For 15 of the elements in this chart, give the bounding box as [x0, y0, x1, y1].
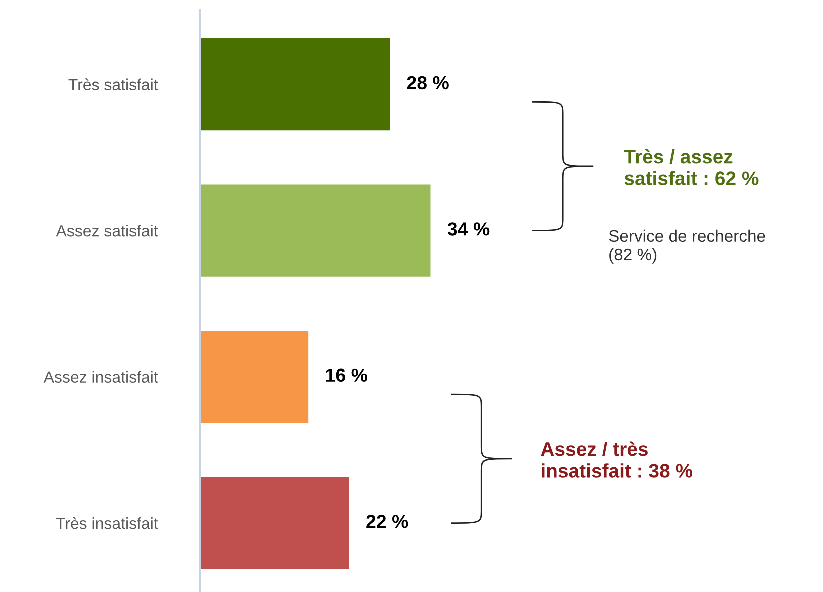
bar — [200, 184, 431, 277]
data-label: 28 % — [407, 76, 449, 90]
text: Service de recherche (82 %) — [609, 230, 766, 264]
y-tick-label: Assez satisfait — [56, 225, 158, 237]
text: Très / assez satisfait : 62 % — [624, 149, 759, 186]
bar — [200, 38, 390, 131]
bar — [200, 477, 350, 570]
y-tick-label: Très satisfait — [68, 78, 158, 91]
data-label: 22 % — [366, 515, 408, 528]
text: Assez / très insatisfait : 38 % — [541, 442, 693, 478]
data-label: 16 % — [326, 368, 368, 382]
y-tick-label: Assez insatisfait — [44, 371, 158, 383]
bar — [200, 330, 309, 424]
data-label: 34 % — [448, 222, 490, 236]
y-tick-label: Très insatisfait — [56, 517, 158, 530]
